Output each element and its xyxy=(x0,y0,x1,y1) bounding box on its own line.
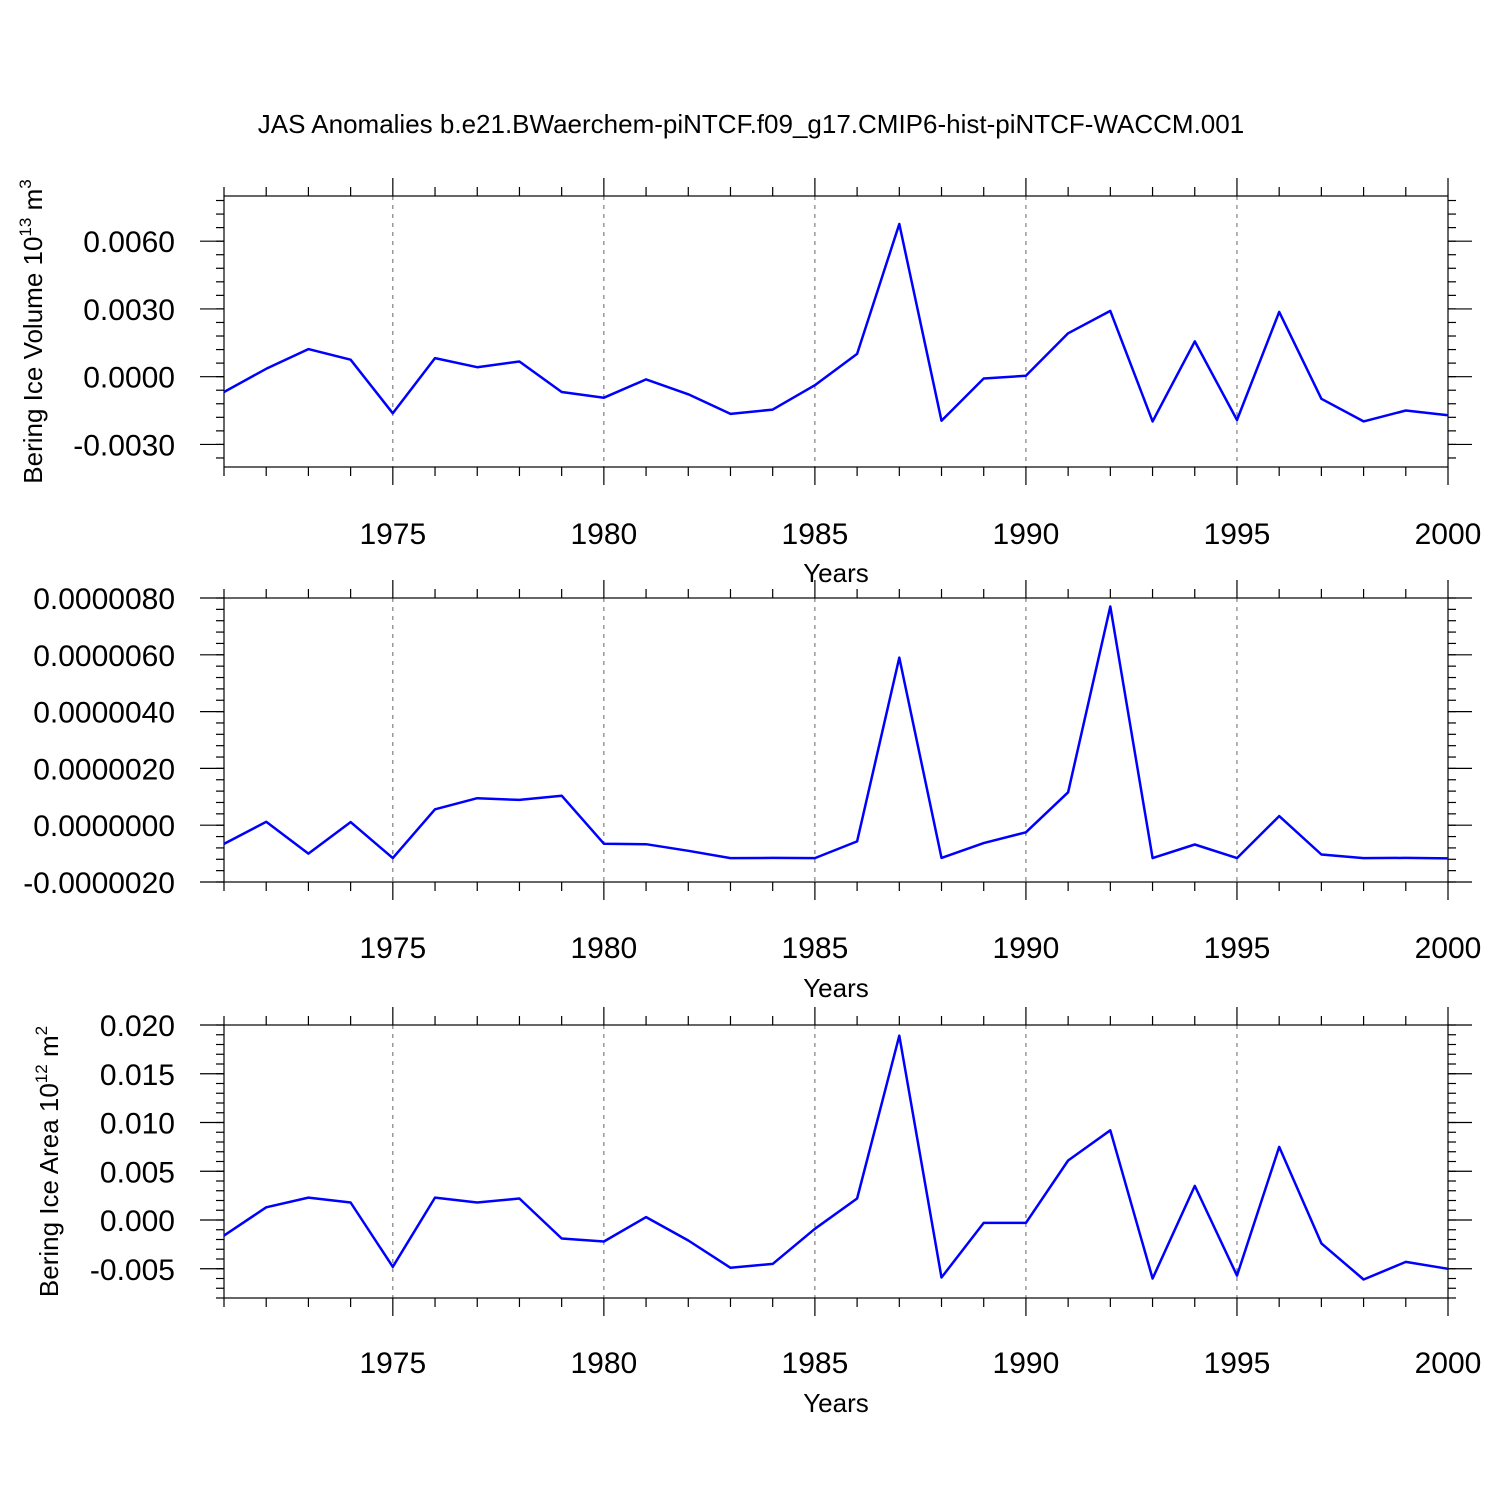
y-axis-title-exponent: 13 xyxy=(16,218,35,237)
x-tick-label: 1975 xyxy=(359,932,426,965)
x-tick-label: 1995 xyxy=(1204,1347,1271,1380)
y-tick-label: -0.005 xyxy=(90,1254,175,1287)
x-tick-label: 1980 xyxy=(570,1347,637,1380)
x-tick-label: 1980 xyxy=(570,518,637,551)
x-axis-title: Years xyxy=(803,558,869,588)
x-tick-label: 1990 xyxy=(993,932,1060,965)
y-axis-title: Bering Ice Volume 1013 m3 xyxy=(16,179,48,483)
y-tick-label: 0.0000000 xyxy=(33,810,175,843)
x-tick-label: 1990 xyxy=(993,518,1060,551)
y-tick-label: -0.0000020 xyxy=(23,867,175,900)
y-axis-title-unit: m xyxy=(18,189,48,218)
x-tick-label: 1985 xyxy=(782,932,849,965)
y-tick-label: 0.0000040 xyxy=(33,697,175,730)
plot-frame xyxy=(223,1024,1449,1299)
y-axis-title-exponent: 12 xyxy=(32,1064,51,1083)
series-line xyxy=(223,605,1449,860)
y-axis-title-text: Bering Ice Area 10 xyxy=(34,1083,64,1297)
y-tick-label: 0.0000020 xyxy=(33,753,175,786)
x-tick-label: 2000 xyxy=(1415,932,1482,965)
x-axis-title: Years xyxy=(803,973,869,1003)
series-line xyxy=(223,222,1449,423)
panel-1: -0.0030 0.0000 0.0030 0.0060 1975 1980 1985 199… xyxy=(16,178,1481,588)
panel-3: -0.005 0.000 0.005 0.010 0.015 0.020 1975 1980 1… xyxy=(32,1007,1481,1418)
y-axis-title-unit: m xyxy=(34,1035,64,1064)
panel-2: -0.0000020 0.0000000 0.0000020 0.0000040 0.0… xyxy=(23,580,1481,1003)
x-tick-label: 1995 xyxy=(1204,518,1271,551)
series-line xyxy=(223,1034,1449,1281)
y-axis-title-text: Bering Ice Volume 10 xyxy=(18,237,48,484)
y-tick-label: 0.0060 xyxy=(83,226,175,259)
x-tick-label: 1990 xyxy=(993,1347,1060,1380)
y-tick-label: 0.0000 xyxy=(83,362,175,395)
y-axis-title: Bering Ice Area 1012 m2 xyxy=(32,1026,64,1297)
y-tick-label: 0.015 xyxy=(100,1059,175,1092)
y-axis-title-unit-exponent: 2 xyxy=(32,1026,51,1035)
plot-frame xyxy=(223,195,1449,468)
y-tick-label: 0.010 xyxy=(100,1108,175,1141)
y-axis-title-unit-exponent: 3 xyxy=(16,179,35,188)
x-tick-label: 1995 xyxy=(1204,932,1271,965)
x-tick-label: 1985 xyxy=(782,518,849,551)
x-tick-label: 2000 xyxy=(1415,518,1482,551)
x-tick-label: 1975 xyxy=(359,1347,426,1380)
y-tick-label: 0.000 xyxy=(100,1205,175,1238)
x-tick-label: 1985 xyxy=(782,1347,849,1380)
x-tick-label: 1980 xyxy=(570,932,637,965)
plot-frame xyxy=(223,597,1449,883)
y-tick-label: -0.0030 xyxy=(73,429,175,462)
y-tick-label: 0.020 xyxy=(100,1010,175,1043)
x-axis-title: Years xyxy=(803,1388,869,1418)
y-tick-label: 0.0000080 xyxy=(33,583,175,616)
x-tick-label: 2000 xyxy=(1415,1347,1482,1380)
chart-title: JAS Anomalies b.e21.BWaerchem-piNTCF.f09… xyxy=(258,109,1244,139)
y-tick-label: 0.0030 xyxy=(83,294,175,327)
y-tick-label: 0.005 xyxy=(100,1156,175,1189)
y-tick-label: 0.0000060 xyxy=(33,640,175,673)
x-tick-label: 1975 xyxy=(359,518,426,551)
